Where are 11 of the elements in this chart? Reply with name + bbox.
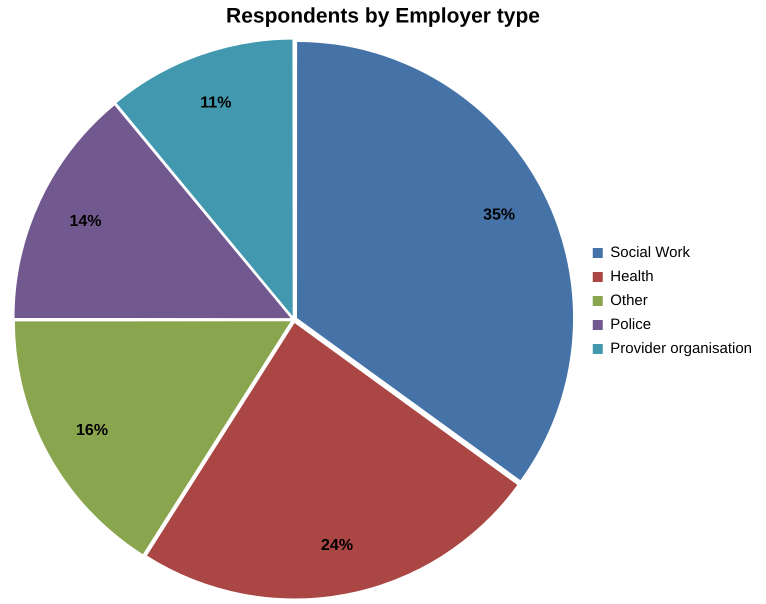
data-label: 35% [483, 206, 516, 224]
legend-label: Social Work [610, 244, 690, 262]
data-label: 11% [200, 94, 232, 112]
chart-title: Respondents by Employer type [226, 4, 540, 28]
data-label: 14% [69, 212, 102, 230]
data-label: 24% [321, 537, 354, 554]
legend-label: Provider organisation [610, 340, 752, 358]
legend-label: Health [610, 268, 654, 286]
legend-label: Other [610, 292, 648, 310]
legend-label: Police [610, 316, 652, 334]
data-label: 16% [76, 422, 108, 439]
